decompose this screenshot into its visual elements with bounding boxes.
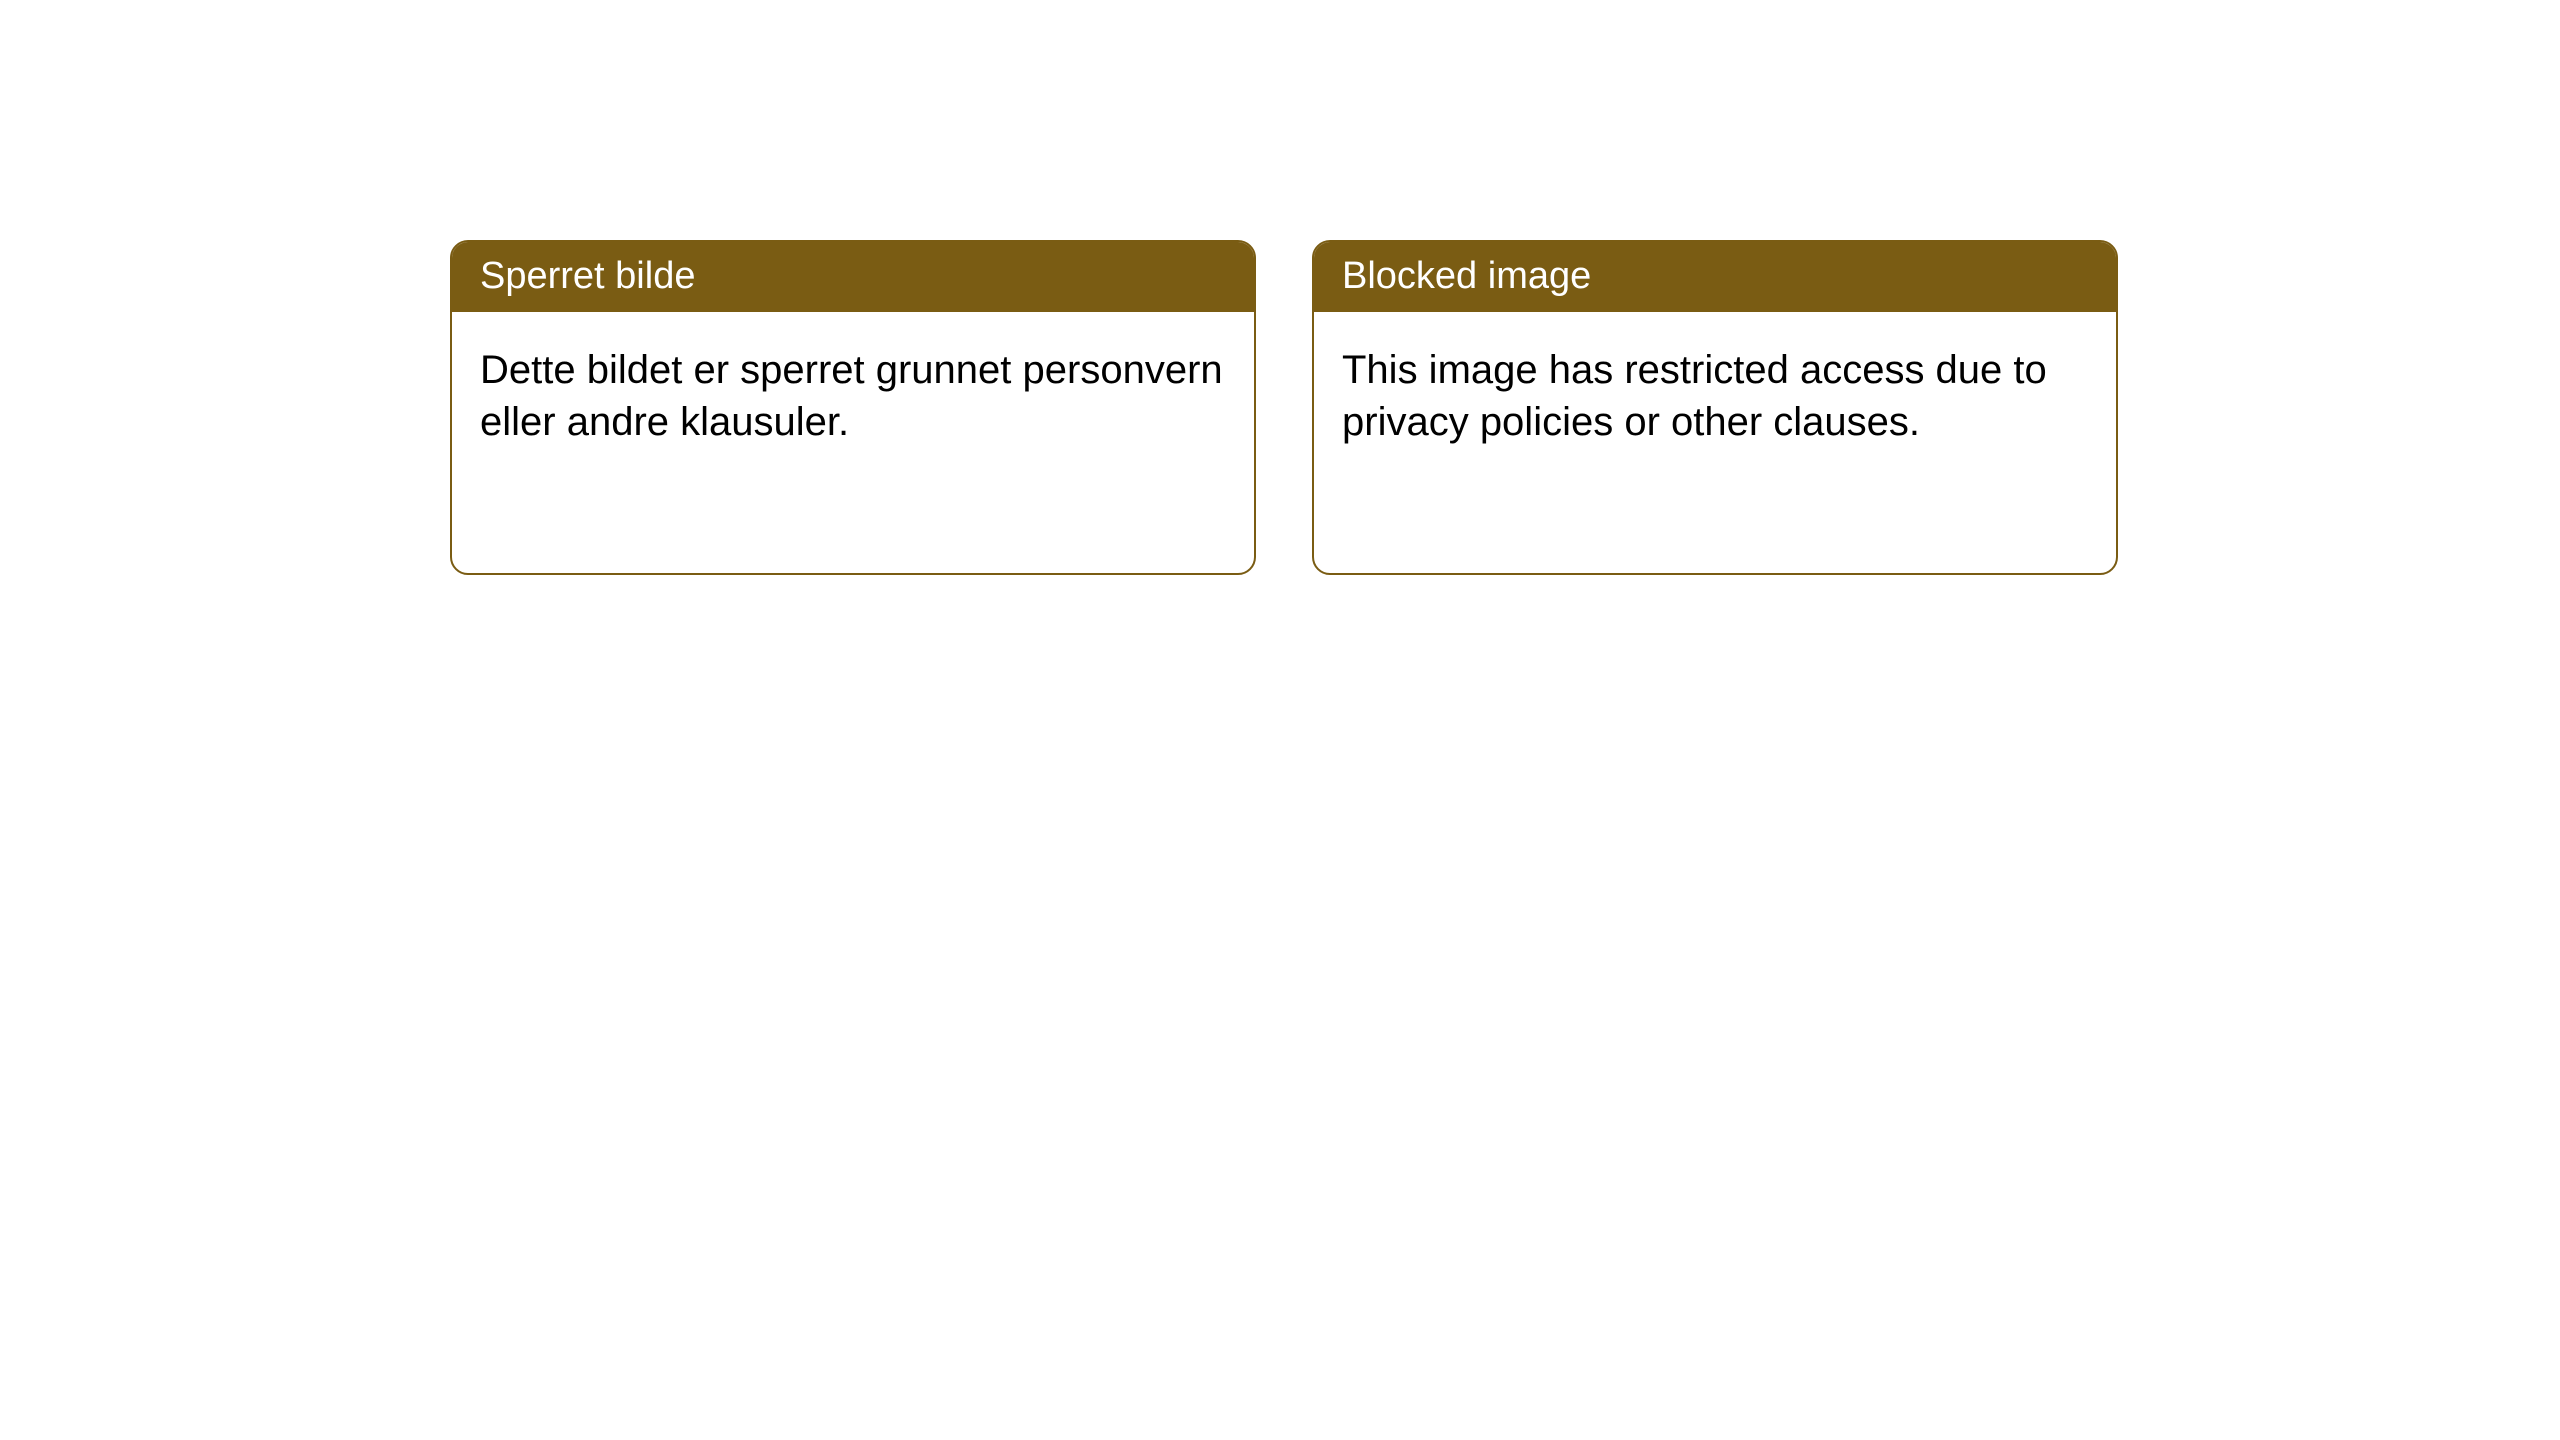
- notice-card-norwegian: Sperret bilde Dette bildet er sperret gr…: [450, 240, 1256, 575]
- card-body-text: This image has restricted access due to …: [1342, 348, 2047, 444]
- card-title: Blocked image: [1342, 255, 1591, 297]
- card-body-text: Dette bildet er sperret grunnet personve…: [480, 348, 1223, 444]
- card-header: Sperret bilde: [452, 242, 1254, 312]
- card-header: Blocked image: [1314, 242, 2116, 312]
- card-title: Sperret bilde: [480, 255, 695, 297]
- card-body: Dette bildet er sperret grunnet personve…: [452, 312, 1254, 480]
- card-body: This image has restricted access due to …: [1314, 312, 2116, 480]
- notice-cards-container: Sperret bilde Dette bildet er sperret gr…: [450, 240, 2118, 575]
- notice-card-english: Blocked image This image has restricted …: [1312, 240, 2118, 575]
